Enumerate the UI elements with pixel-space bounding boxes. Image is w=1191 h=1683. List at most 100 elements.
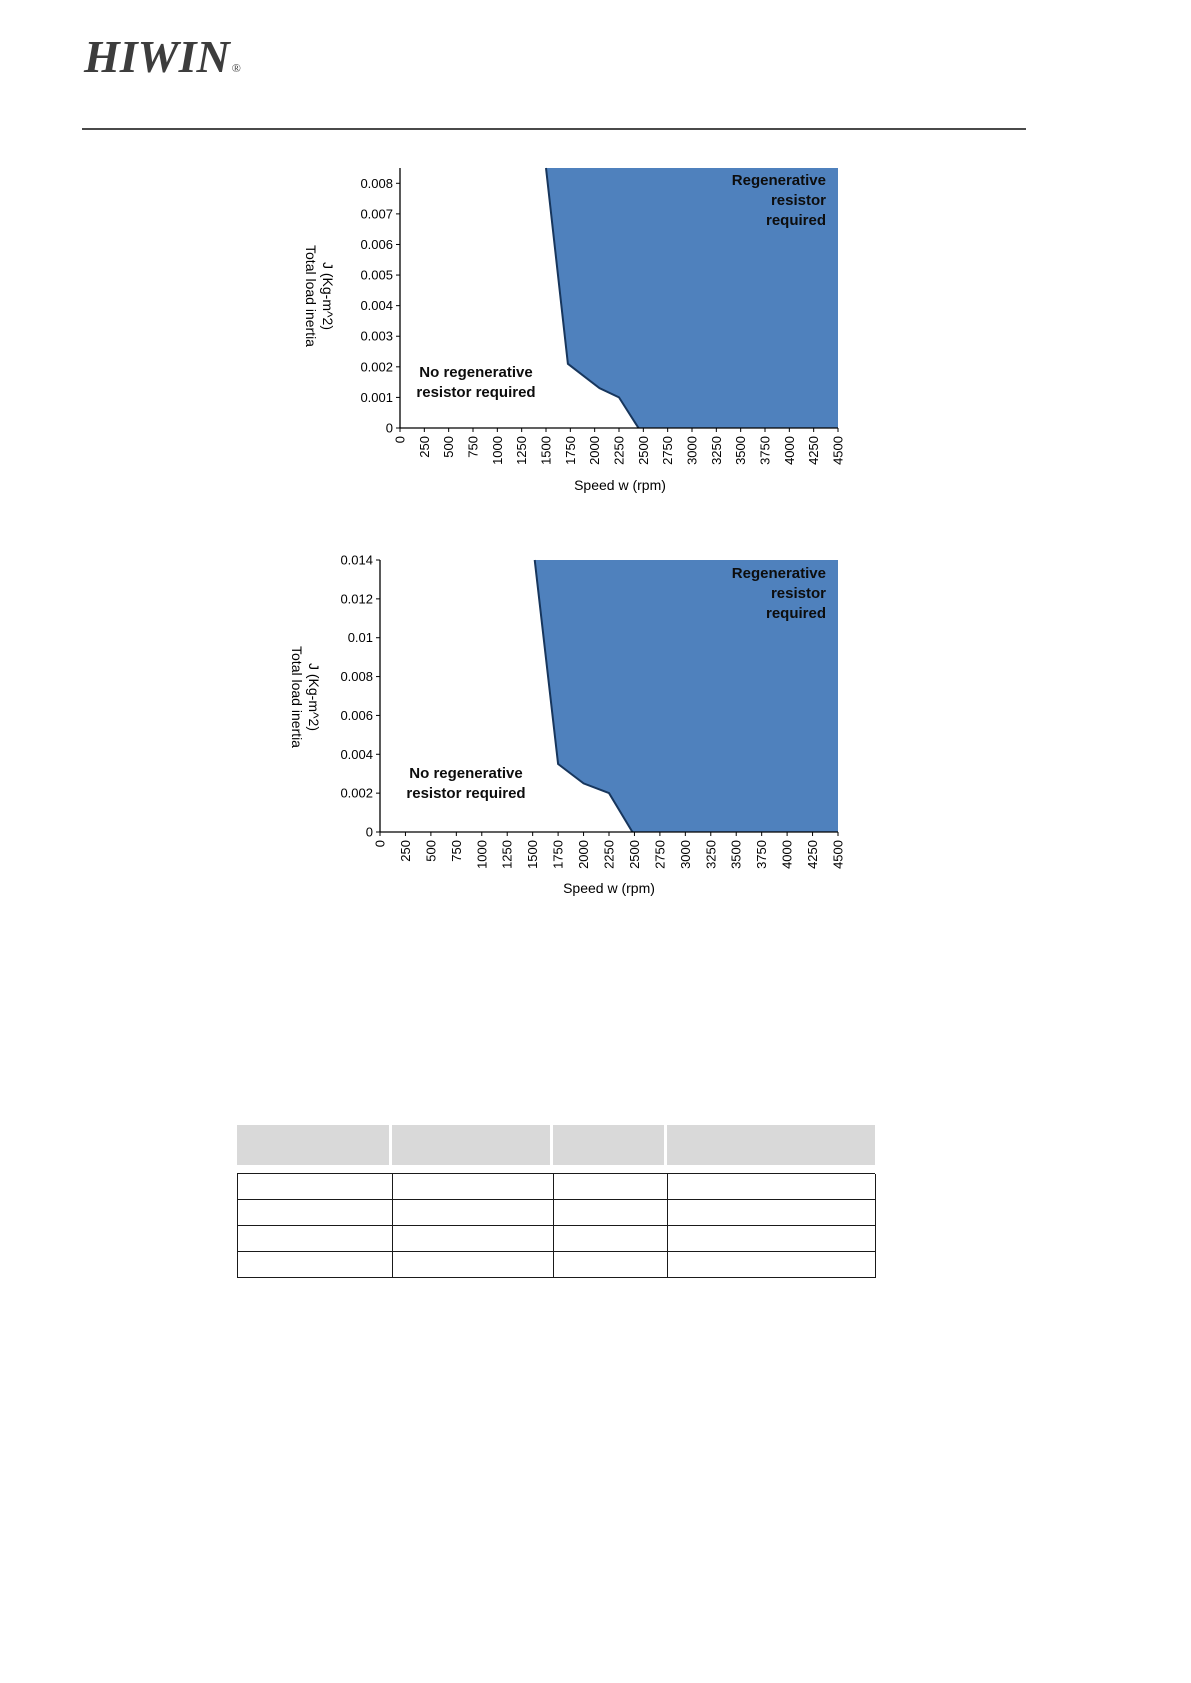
resistor-required-label: Regenerative	[732, 565, 826, 582]
header-divider	[82, 128, 1026, 130]
y-axis-title: Total load inertia	[303, 245, 319, 347]
x-tick-label: 250	[417, 436, 432, 458]
y-tick-label: 0.005	[360, 268, 393, 283]
x-tick-label: 1250	[514, 436, 529, 465]
x-axis-title: Speed w (rpm)	[563, 880, 655, 896]
table-cell	[554, 1200, 668, 1226]
x-axis-title: Speed w (rpm)	[574, 477, 666, 493]
x-tick-label: 3000	[685, 436, 700, 465]
filled-region	[534, 560, 838, 832]
table-cell	[668, 1174, 876, 1200]
table-cell	[238, 1226, 393, 1252]
table-cell	[554, 1226, 668, 1252]
x-tick-label: 250	[398, 840, 413, 862]
x-tick-label: 500	[423, 840, 438, 862]
boundary-line	[545, 167, 640, 429]
y-tick-label: 0.008	[360, 176, 393, 191]
x-tick-label: 3000	[678, 840, 693, 869]
x-tick-label: 3500	[729, 840, 744, 869]
x-tick-label: 0	[373, 840, 388, 847]
table-header-cell	[667, 1125, 875, 1165]
x-tick-label: 1750	[563, 436, 578, 465]
x-tick-label: 0	[393, 436, 408, 443]
y-tick-label: 0	[366, 825, 373, 840]
y-tick-label: 0.006	[340, 708, 373, 723]
x-tick-label: 4000	[780, 840, 795, 869]
table-cell	[238, 1252, 393, 1278]
x-tick-label: 2000	[587, 436, 602, 465]
x-tick-label: 4250	[805, 840, 820, 869]
resistor-required-label: resistor	[771, 192, 826, 209]
regen-resistor-chart-1: 0 250 500 750 1000 1250 1500 1750 2000 2250 2500 27…	[303, 167, 846, 493]
x-tick-label: 2750	[660, 436, 675, 465]
filled-region	[546, 168, 838, 428]
y-tick-label: 0.004	[340, 747, 373, 762]
y-axis-title: J (Kg-m^2)	[320, 262, 336, 330]
no-resistor-label: No regenerative	[409, 765, 522, 782]
y-axis-title: Total load inertia	[289, 646, 305, 748]
x-tick-label: 2250	[602, 840, 617, 869]
boundary-line	[533, 559, 634, 833]
y-tick-label: 0.006	[360, 237, 393, 252]
y-tick-label: 0.003	[360, 329, 393, 344]
y-tick-label: 0.014	[340, 553, 373, 568]
no-resistor-label: No regenerative	[419, 364, 532, 381]
x-tick-label: 1500	[525, 840, 540, 869]
table-cell	[554, 1174, 668, 1200]
table-cell	[668, 1226, 876, 1252]
x-tick-label: 4500	[831, 436, 846, 465]
table-cell	[393, 1200, 554, 1226]
y-tick-label: 0.01	[348, 630, 373, 645]
y-axis-title: J (Kg-m^2)	[306, 663, 322, 731]
table-header-cell	[237, 1125, 392, 1165]
x-tick-label: 3750	[754, 840, 769, 869]
y-tick-label: 0	[386, 421, 393, 436]
x-tick-label: 3250	[709, 436, 724, 465]
registered-mark-icon: ®	[231, 61, 241, 75]
resistor-required-label: required	[766, 605, 826, 622]
x-tick-label: 4250	[806, 436, 821, 465]
x-tick-label: 3500	[733, 436, 748, 465]
table-header-cell	[553, 1125, 667, 1165]
x-tick-label: 750	[466, 436, 481, 458]
y-tick-label: 0.002	[360, 359, 393, 374]
y-tick-label: 0.001	[360, 390, 393, 405]
table-cell	[668, 1252, 876, 1278]
x-tick-label: 4500	[831, 840, 846, 869]
resistor-required-label: required	[766, 212, 826, 229]
y-tick-label: 0.004	[360, 298, 393, 313]
resistor-required-label: resistor	[771, 585, 826, 602]
table-cell	[238, 1200, 393, 1226]
y-tick-label: 0.002	[340, 786, 373, 801]
resistor-required-label: Regenerative	[732, 172, 826, 189]
table-cell	[393, 1252, 554, 1278]
regen-resistor-chart-2: 0 250 500 750 1000 1250 1500 1750 2000 2250 2500 27…	[289, 553, 846, 897]
y-tick-label: 0.008	[340, 669, 373, 684]
spec-table-body	[237, 1173, 876, 1278]
x-tick-label: 2000	[576, 840, 591, 869]
table-cell	[238, 1174, 393, 1200]
x-tick-label: 3250	[703, 840, 718, 869]
y-tick-label: 0.007	[360, 206, 393, 221]
hiwin-logo: HIWIN ®	[84, 34, 241, 80]
logo-text: HIWIN	[84, 31, 230, 82]
x-tick-label: 750	[449, 840, 464, 862]
x-tick-label: 1500	[539, 436, 554, 465]
x-tick-label: 2500	[636, 436, 651, 465]
table-cell	[554, 1252, 668, 1278]
x-tick-label: 3750	[758, 436, 773, 465]
spec-table	[237, 1125, 876, 1278]
no-resistor-label: resistor required	[406, 785, 525, 802]
x-tick-label: 2250	[612, 436, 627, 465]
x-tick-label: 2500	[627, 840, 642, 869]
y-tick-label: 0.012	[340, 591, 373, 606]
x-tick-label: 1000	[490, 436, 505, 465]
x-tick-label: 2750	[652, 840, 667, 869]
no-resistor-label: resistor required	[416, 384, 535, 401]
table-cell	[668, 1200, 876, 1226]
spec-table-header-row	[237, 1125, 875, 1165]
table-cell	[393, 1174, 554, 1200]
table-cell	[393, 1226, 554, 1252]
x-tick-label: 1750	[551, 840, 566, 869]
